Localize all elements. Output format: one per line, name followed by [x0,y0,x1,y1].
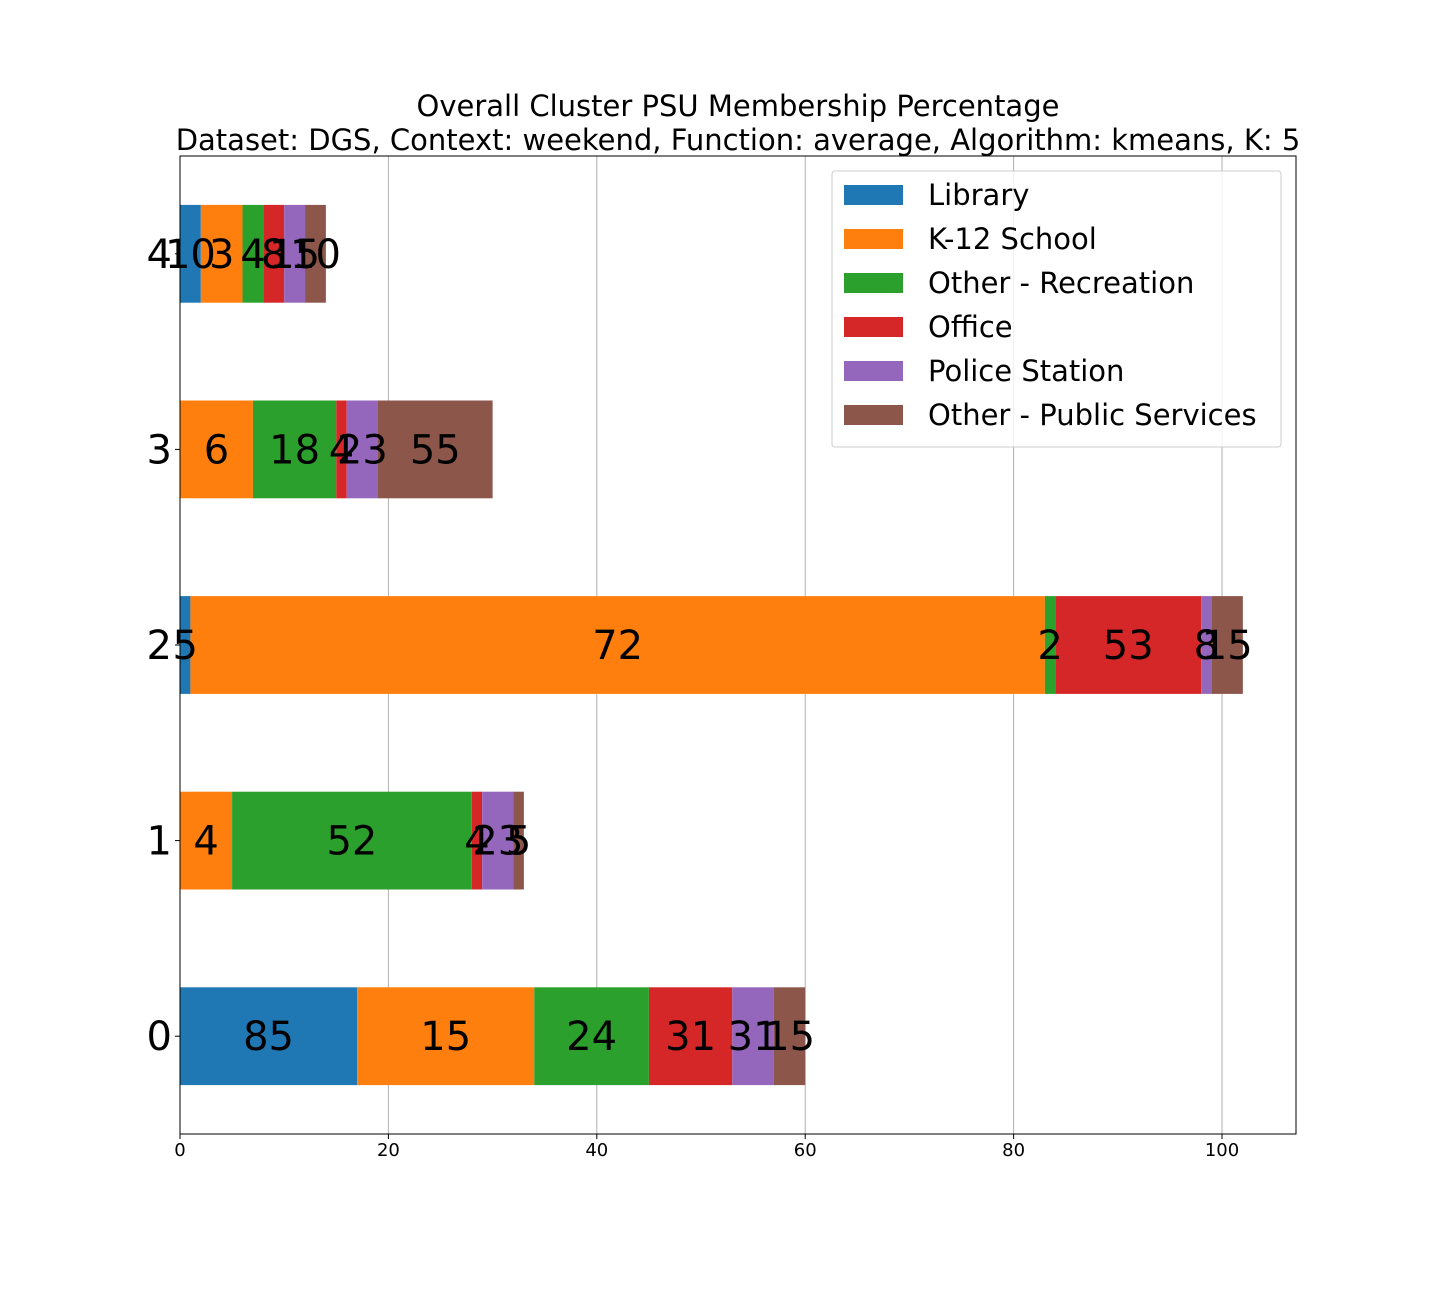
x-tick-label: 20 [377,1140,400,1161]
bar-value-label: 2 [1037,623,1062,669]
legend-label: Other - Recreation [928,266,1194,300]
bar-segment [190,596,1045,694]
bar-value-label: 72 [592,623,643,669]
bars [180,204,1243,1086]
bar-value-label: 8 [261,232,286,278]
bar-value-label: 15 [420,1014,471,1060]
bar-segment [232,791,472,890]
x-tick-label: 0 [174,1140,185,1161]
bar-segment [513,791,524,890]
bar-segment [305,204,326,303]
bar-value-label: 55 [410,427,461,473]
bar-segment [471,791,483,890]
legend-label: K-12 School [928,222,1097,256]
bar-segment [357,987,535,1086]
bar-value-label: 23 [472,819,523,865]
bar-segment [346,400,378,499]
bar-segment [336,400,347,499]
legend-swatch [844,273,903,293]
bar-segment [1201,596,1212,694]
legend-swatch [844,361,903,381]
bar-value-label: 10 [290,232,341,278]
y-tick-label: 0 [147,1014,172,1060]
bar-value-label: 4 [193,819,218,865]
bar-segment [200,204,243,303]
y-tick-label: 3 [147,427,172,473]
bar-value-label: 15 [1202,623,1253,669]
bar-value-label: 85 [243,1014,294,1060]
legend-swatch [844,317,903,337]
x-tick-label: 40 [585,1140,608,1161]
bar-segment [180,596,191,694]
bar-value-label: 24 [566,1014,617,1060]
bar-segment [377,400,493,499]
bar-segment [1211,596,1243,694]
bar-segment [534,987,649,1086]
y-tick-label: 4 [147,232,172,278]
bar-value-label: 18 [269,427,320,473]
bar-segment [180,791,233,890]
bar-value-label: 53 [1103,623,1154,669]
bar-value-label: 15 [269,232,320,278]
bar-value-label: 52 [326,819,377,865]
bar-segment [180,987,358,1086]
bar-value-label: 5 [506,819,531,865]
legend-label: Other - Public Services [928,398,1257,432]
x-tick-label: 80 [1002,1140,1025,1161]
bar-value-label: 4 [240,232,265,278]
bar-segment [180,204,201,303]
x-tick-label: 100 [1205,1140,1239,1161]
bar-value-label: 4 [464,819,489,865]
legend-label: Library [928,178,1029,212]
x-tick-label: 60 [794,1140,817,1161]
bar-value-label: 15 [764,1014,815,1060]
bar-segment [482,791,514,890]
bar-segment [180,400,253,499]
bar-segment [732,987,774,1086]
bar-value-label: 6 [204,427,229,473]
legend-label: Office [928,310,1013,344]
y-tick-label: 1 [147,819,172,865]
legend-swatch [844,229,903,249]
bar-value-label: 4 [329,427,354,473]
bar-segment [648,987,733,1086]
bar-segment [263,204,285,303]
bar-value-label: 8 [1194,623,1219,669]
bar-segment [1055,596,1202,694]
legend: Library K-12 School Other - Recreation Offi… [831,170,1282,448]
bar-value-label: 31 [728,1014,779,1060]
chart-title: Overall Cluster PSU Membership Percentag… [417,89,1060,123]
bar-segment [252,400,337,499]
legend-label: Police Station [928,354,1124,388]
bar-segment [242,204,264,303]
legend-box [831,170,1282,448]
bar-value-label: 23 [337,427,388,473]
y-tick-label: 2 [147,623,172,669]
bar-value-label: 5 [172,623,197,669]
bar-segment [1044,596,1056,694]
bar-segment [773,987,806,1086]
legend-swatch [844,405,903,425]
bar-value-label: 3 [209,232,234,278]
bar-segment [284,204,306,303]
chart-subtitle: Dataset: DGS, Context: weekend, Function… [176,123,1301,157]
bar-value-label: 10 [165,232,216,278]
legend-swatch [844,185,903,205]
bar-value-label: 31 [665,1014,716,1060]
